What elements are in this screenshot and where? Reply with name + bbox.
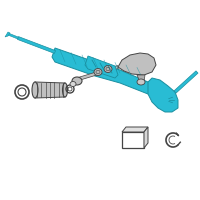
Polygon shape (85, 56, 118, 78)
Polygon shape (35, 82, 65, 98)
Ellipse shape (72, 77, 82, 85)
Polygon shape (52, 48, 155, 94)
Ellipse shape (62, 83, 68, 97)
Polygon shape (148, 78, 178, 112)
Ellipse shape (94, 68, 102, 75)
Polygon shape (75, 66, 118, 81)
Polygon shape (137, 75, 145, 82)
Bar (122, 132, 144, 148)
Polygon shape (144, 127, 148, 148)
Polygon shape (5, 32, 10, 37)
Polygon shape (8, 33, 18, 39)
Ellipse shape (104, 66, 112, 72)
Ellipse shape (70, 82, 76, 86)
Polygon shape (17, 37, 56, 53)
Polygon shape (174, 71, 198, 93)
Polygon shape (122, 127, 148, 132)
Ellipse shape (32, 82, 38, 98)
Ellipse shape (137, 79, 145, 85)
Polygon shape (118, 53, 156, 75)
